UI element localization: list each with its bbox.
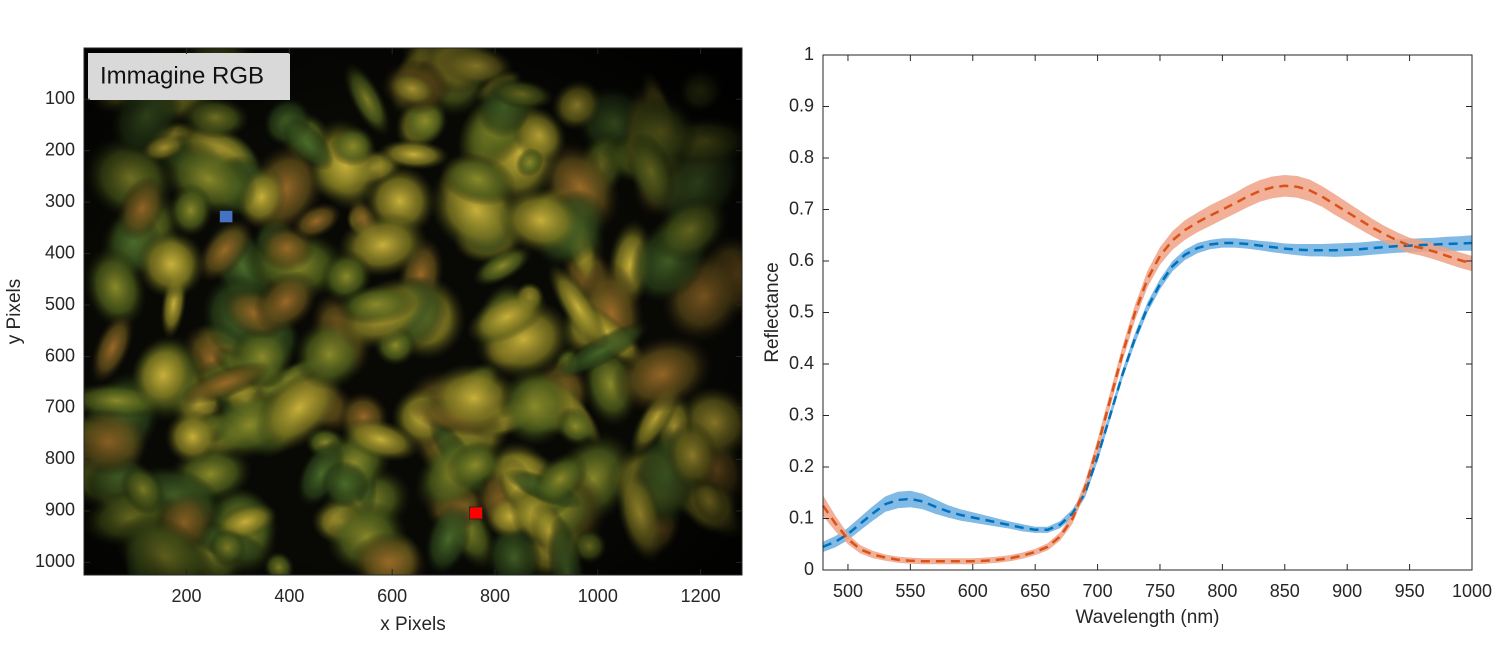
x-tick-label: 700 <box>1083 581 1113 601</box>
x-tick-label: 600 <box>958 581 988 601</box>
y-tick-label: 0.2 <box>789 456 814 476</box>
x-tick-label: 400 <box>274 586 304 606</box>
rgb-image <box>84 48 742 575</box>
y-tick-label: 1000 <box>35 551 75 571</box>
series-line <box>821 184 1473 563</box>
x-axis-label: Wavelength (nm) <box>1076 607 1220 628</box>
vignette <box>84 48 742 575</box>
x-tick-label: 800 <box>480 586 510 606</box>
series-line <box>822 241 1473 548</box>
y-tick-label: 0.7 <box>789 198 814 218</box>
x-tick-label: 850 <box>1270 581 1300 601</box>
x-tick-label: 200 <box>172 586 202 606</box>
y-tick-label: 300 <box>45 191 75 211</box>
y-tick-label: 900 <box>45 500 75 520</box>
y-tick-label: 100 <box>45 88 75 108</box>
x-axis-label: x Pixels <box>380 614 445 635</box>
y-tick-label: 800 <box>45 448 75 468</box>
x-tick-label: 750 <box>1145 581 1175 601</box>
y-tick-label: 200 <box>45 139 75 159</box>
x-tick-label: 950 <box>1395 581 1425 601</box>
x-tick-label: 800 <box>1207 581 1237 601</box>
x-tick-label: 550 <box>895 581 925 601</box>
y-tick-label: 500 <box>45 294 75 314</box>
x-tick-label: 900 <box>1332 581 1362 601</box>
y-tick-label: 0.8 <box>789 147 814 167</box>
image-label: Immagine RGB <box>100 62 264 89</box>
y-tick-label: 1 <box>804 44 814 64</box>
y-tick-label: 0.6 <box>789 250 814 270</box>
y-tick-label: 0.5 <box>789 301 814 321</box>
x-tick-label: 600 <box>377 586 407 606</box>
y-tick-label: 0.9 <box>789 95 814 115</box>
y-tick-label: 0.3 <box>789 404 814 424</box>
x-tick-label: 1200 <box>681 586 721 606</box>
roi-marker <box>469 506 483 520</box>
x-tick-label: 500 <box>833 581 863 601</box>
roi-marker <box>219 210 234 223</box>
y-axis-label: Reflectance <box>762 262 783 362</box>
x-tick-label: 1000 <box>578 586 618 606</box>
x-tick-label: 650 <box>1020 581 1050 601</box>
axes-box <box>83 47 743 576</box>
y-axis-label: y Pixels <box>4 279 25 344</box>
y-tick-label: 700 <box>45 397 75 417</box>
x-tick-label: 1000 <box>1452 581 1492 601</box>
y-tick-label: 600 <box>45 345 75 365</box>
y-tick-label: 0.1 <box>789 507 814 527</box>
y-tick-label: 400 <box>45 242 75 262</box>
label-box <box>88 53 290 100</box>
y-tick-label: 0.4 <box>789 353 814 373</box>
y-tick-label: 0 <box>804 559 814 579</box>
